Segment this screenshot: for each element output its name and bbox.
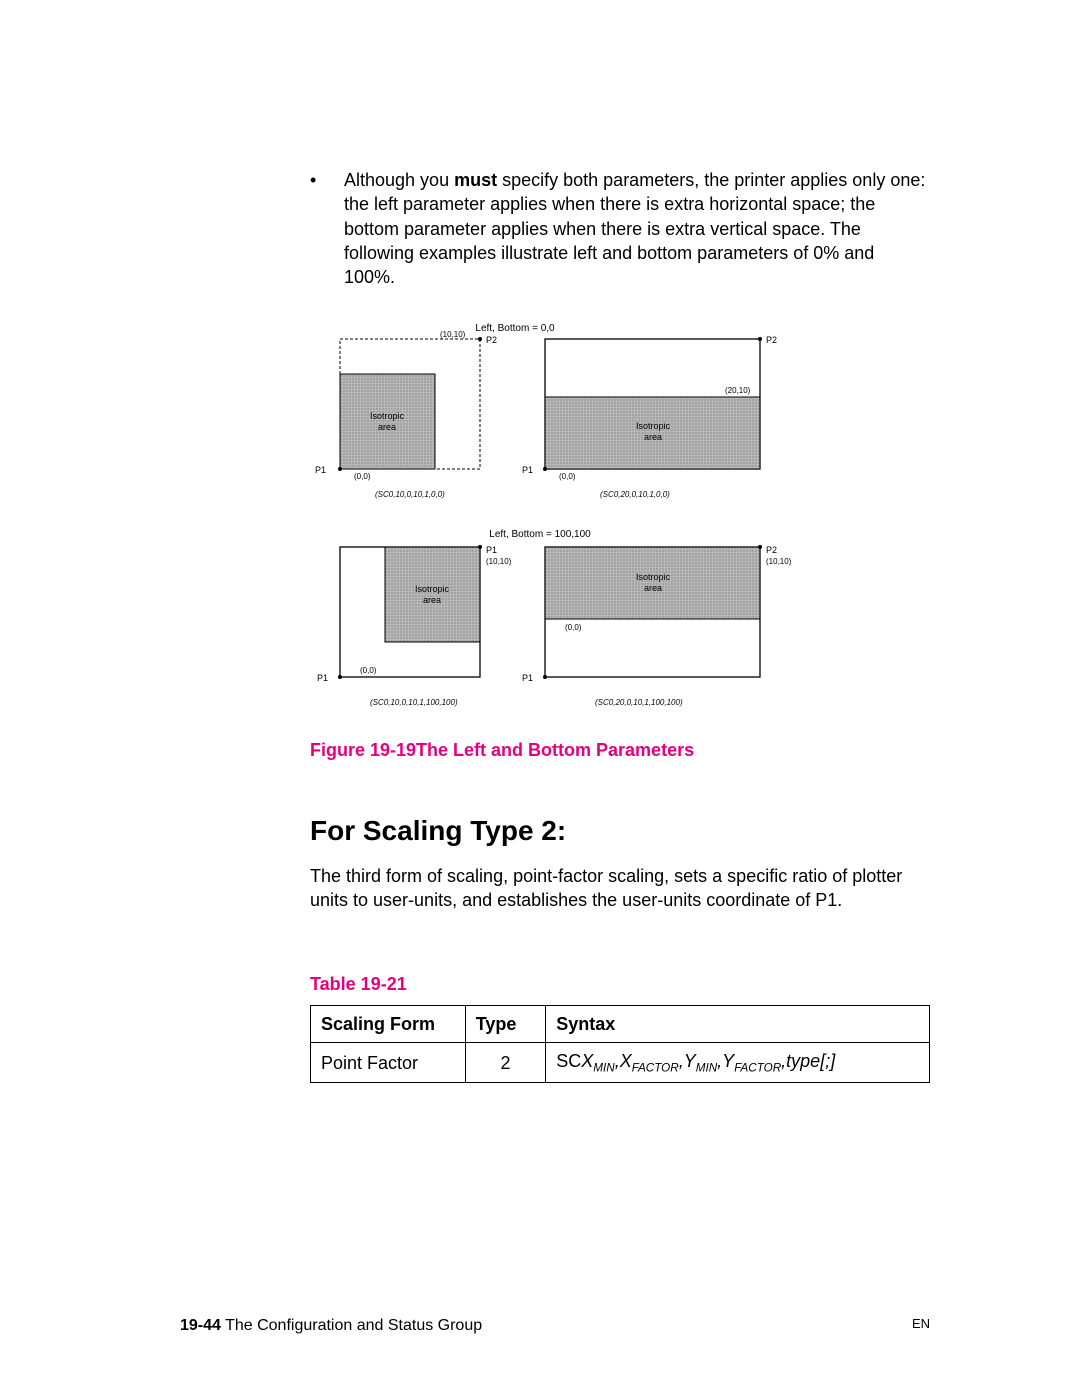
svg-text:P1: P1: [486, 545, 497, 555]
section-heading: For Scaling Type 2:: [310, 812, 930, 850]
td-form: Point Factor: [311, 1043, 466, 1083]
section-paragraph: The third form of scaling, point-factor …: [310, 864, 930, 913]
footer-left: 19-44 The Configuration and Status Group: [180, 1315, 482, 1337]
bullet-text: Although you must specify both parameter…: [344, 168, 930, 289]
svg-text:(0,0): (0,0): [565, 623, 582, 632]
svg-text:(0,0): (0,0): [360, 666, 377, 675]
svg-text:P1: P1: [522, 465, 533, 475]
svg-text:(SC0,10,0,10,1,100,100): (SC0,10,0,10,1,100,100): [370, 698, 458, 707]
svg-text:area: area: [423, 595, 441, 605]
svg-text:(SC0,20,0,10,1,0,0): (SC0,20,0,10,1,0,0): [600, 490, 670, 499]
svg-text:Isotropic: Isotropic: [415, 584, 450, 594]
bullet-marker: •: [310, 168, 344, 289]
th-syntax: Syntax: [546, 1005, 930, 1042]
page-footer: 19-44 The Configuration and Status Group…: [180, 1315, 930, 1337]
svg-text:(10,10): (10,10): [440, 330, 466, 339]
svg-text:(10,10): (10,10): [766, 557, 792, 566]
svg-text:P2: P2: [766, 545, 777, 555]
svg-text:P1: P1: [315, 465, 326, 475]
parameters-diagram: Left, Bottom = 0,0 Isotropic area P1 (0,…: [310, 319, 930, 725]
svg-text:area: area: [378, 422, 396, 432]
footer-en: EN: [912, 1315, 930, 1337]
page-number: 19-44: [180, 1317, 221, 1334]
footer-title: The Configuration and Status Group: [221, 1317, 482, 1334]
svg-text:(SC0,10,0,10,1,0,0): (SC0,10,0,10,1,0,0): [375, 490, 445, 499]
svg-text:Isotropic: Isotropic: [636, 421, 671, 431]
td-syntax: SCXMIN,XFACTOR,YMIN,YFACTOR,type[;]: [546, 1043, 930, 1083]
svg-text:P2: P2: [766, 335, 777, 345]
svg-text:(20,10): (20,10): [725, 386, 751, 395]
svg-text:area: area: [644, 432, 662, 442]
svg-text:(0,0): (0,0): [354, 472, 371, 481]
svg-text:Isotropic: Isotropic: [636, 572, 671, 582]
figure-caption: Figure 19-19The Left and Bottom Paramete…: [310, 738, 930, 762]
svg-text:area: area: [644, 583, 662, 593]
page: • Although you must specify both paramet…: [0, 0, 1080, 1397]
svg-text:(10,10): (10,10): [486, 557, 512, 566]
td-type: 2: [465, 1043, 545, 1083]
diagram-title-bottom: Left, Bottom = 100,100: [489, 529, 591, 540]
diagram-svg: Left, Bottom = 0,0 Isotropic area P1 (0,…: [310, 319, 810, 719]
bullet-pre: Although you: [344, 170, 454, 190]
bullet-bold: must: [454, 170, 497, 190]
th-form: Scaling Form: [311, 1005, 466, 1042]
th-type: Type: [465, 1005, 545, 1042]
table-caption: Table 19-21: [310, 972, 930, 996]
diagram-title-top: Left, Bottom = 0,0: [475, 323, 555, 334]
table-header-row: Scaling Form Type Syntax: [311, 1005, 930, 1042]
svg-text:P1: P1: [317, 673, 328, 683]
bullet-item: • Although you must specify both paramet…: [310, 168, 930, 289]
svg-text:P1: P1: [522, 673, 533, 683]
syntax-table: Scaling Form Type Syntax Point Factor 2 …: [310, 1005, 930, 1084]
svg-text:(SC0,20,0,10,1,100,100): (SC0,20,0,10,1,100,100): [595, 698, 683, 707]
iso-label-a: Isotropic: [370, 411, 405, 421]
svg-text:(0,0): (0,0): [559, 472, 576, 481]
table-row: Point Factor 2 SCXMIN,XFACTOR,YMIN,YFACT…: [311, 1043, 930, 1083]
svg-text:P2: P2: [486, 335, 497, 345]
